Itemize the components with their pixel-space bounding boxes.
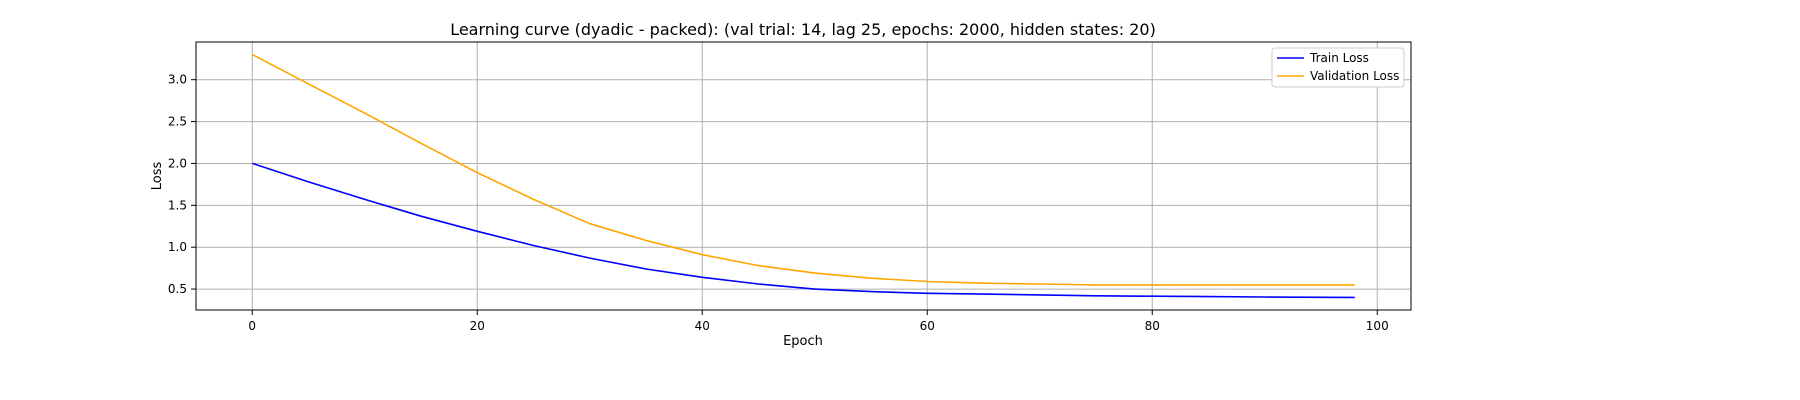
y-tick-label: 0.5 [168, 282, 187, 296]
legend: Train Loss Validation Loss [1271, 47, 1405, 88]
y-tick-label: 1.0 [168, 240, 187, 254]
y-tick-label: 3.0 [168, 73, 187, 87]
x-tick-label: 40 [695, 319, 710, 333]
grid-lines [196, 42, 1411, 310]
legend-label-train: Train Loss [1309, 51, 1369, 65]
y-tick-label: 2.5 [168, 115, 187, 129]
y-tick-label: 1.5 [168, 198, 187, 212]
legend-label-validation: Validation Loss [1310, 69, 1399, 83]
x-tick-label: 0 [248, 319, 256, 333]
x-tick-label: 60 [920, 319, 935, 333]
y-tick-label: 2.0 [168, 156, 187, 170]
x-tick-label: 20 [470, 319, 485, 333]
x-tick-label: 100 [1366, 319, 1389, 333]
x-tick-label: 80 [1145, 319, 1160, 333]
chart-title: Learning curve (dyadic - packed): (val t… [450, 20, 1156, 39]
y-axis-ticks: 0.5 1.0 1.5 2.0 2.5 3.0 [168, 73, 196, 296]
validation-loss-line [251, 53, 1355, 286]
x-axis-label: Epoch [783, 334, 823, 349]
train-loss-line [252, 162, 1355, 299]
x-axis-ticks: 0 20 40 60 80 100 [248, 310, 1389, 333]
y-axis-label: Loss [150, 162, 165, 191]
plot-area-frame [195, 41, 1412, 311]
series-lines [251, 53, 1355, 299]
legend-box [1271, 47, 1405, 88]
